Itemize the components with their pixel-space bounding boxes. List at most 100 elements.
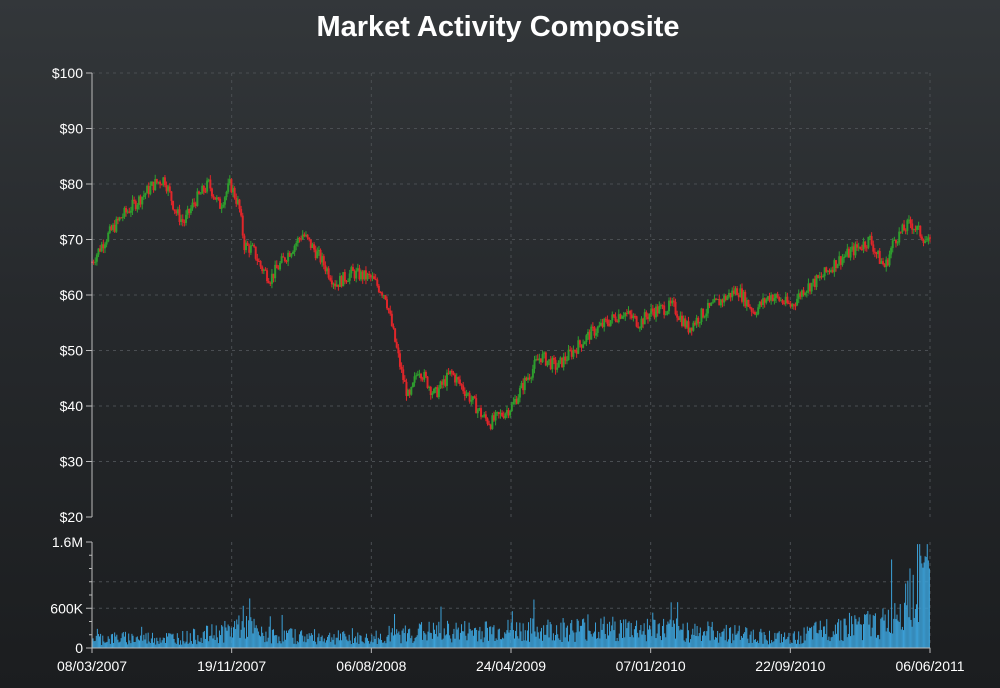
candle-up: [530, 377, 533, 379]
volume-bar: [361, 641, 363, 648]
candle-down: [181, 219, 184, 222]
volume-bar: [544, 634, 546, 648]
volume-bar: [614, 621, 616, 648]
candle-up: [355, 270, 358, 279]
volume-bar: [846, 637, 848, 648]
volume-bar: [578, 631, 580, 648]
candle-down: [152, 181, 155, 191]
volume-bar: [379, 633, 381, 648]
candle-down: [197, 191, 200, 194]
volume-bar: [398, 631, 400, 648]
candle-up: [611, 314, 614, 321]
volume-bar: [539, 631, 541, 648]
volume-bar: [928, 568, 930, 648]
volume-bar: [417, 628, 419, 648]
volume-bar: [526, 630, 528, 648]
volume-bar: [162, 637, 164, 648]
volume-bar: [569, 634, 571, 648]
volume-bar: [217, 643, 219, 648]
candle-down: [886, 259, 889, 266]
volume-bar: [759, 631, 761, 648]
volume-bar: [267, 637, 269, 648]
volume-bar: [738, 625, 740, 648]
price-tick-label: $30: [60, 454, 84, 470]
volume-bar: [503, 638, 505, 648]
volume-bar: [750, 631, 752, 648]
volume-bar: [375, 630, 377, 648]
candle-up: [565, 360, 568, 362]
volume-bar: [181, 644, 183, 648]
candle-up: [796, 298, 799, 306]
candle-down: [693, 322, 696, 325]
candle-down: [395, 341, 398, 348]
volume-bar: [97, 634, 99, 648]
candle-down: [645, 312, 648, 317]
candle-up: [664, 314, 667, 316]
volume-bar: [270, 643, 272, 648]
candle-up: [888, 254, 891, 266]
candle-down: [633, 316, 636, 318]
volume-bar: [556, 625, 558, 648]
candle-down: [708, 302, 711, 306]
candle-down: [373, 276, 376, 280]
volume-bar: [490, 626, 492, 648]
candle-down: [781, 300, 784, 304]
volume-bar: [244, 638, 246, 648]
candle-down: [787, 302, 790, 304]
date-tick-label: 06/06/2011: [895, 658, 964, 674]
volume-bar: [664, 633, 666, 648]
volume-bar: [645, 641, 647, 648]
volume-bar: [703, 631, 705, 648]
volume-bar: [799, 644, 801, 648]
volume-bar: [276, 635, 278, 648]
candle-up: [713, 298, 716, 303]
candle-up: [891, 240, 894, 249]
volume-bar: [529, 641, 531, 648]
candle-down: [275, 264, 278, 269]
candle-up: [149, 185, 152, 195]
volume-bar: [414, 638, 416, 648]
volume-bar: [839, 640, 841, 648]
candle-up: [603, 318, 606, 327]
candle-down: [847, 248, 850, 258]
volume-bar: [547, 619, 549, 648]
volume-bar: [838, 618, 840, 648]
volume-bar: [93, 641, 95, 648]
volume-bar: [893, 618, 895, 648]
candle-down: [914, 229, 917, 231]
volume-bar: [193, 628, 195, 648]
candle-up: [407, 390, 410, 396]
volume-bar: [350, 644, 352, 648]
volume-bar: [711, 621, 713, 648]
candle-up: [290, 253, 293, 257]
volume-bar: [690, 639, 692, 648]
volume-bar: [713, 639, 715, 648]
candle-up: [129, 210, 132, 213]
candle-up: [207, 179, 210, 181]
volume-bar: [489, 626, 491, 648]
candle-up: [94, 261, 97, 263]
volume-bar: [856, 624, 858, 648]
candle-up: [531, 368, 534, 378]
candle-down: [561, 357, 564, 368]
candle-down: [873, 251, 876, 253]
volume-bar: [426, 640, 428, 648]
candle-up: [316, 251, 319, 259]
date-tick-label: 08/03/2007: [57, 658, 127, 674]
candle-down: [642, 318, 645, 325]
candle-down: [480, 408, 483, 417]
candle-down: [253, 245, 256, 247]
volume-bar: [646, 618, 648, 648]
volume-bar: [236, 619, 238, 648]
volume-bar: [186, 630, 188, 648]
volume-bar: [701, 635, 703, 648]
volume-bar: [630, 622, 632, 648]
volume-bar: [430, 633, 432, 648]
volume-bar: [788, 632, 790, 648]
volume-bar: [473, 628, 475, 648]
candle-up: [348, 273, 351, 281]
candle-up: [201, 185, 204, 194]
volume-bar: [318, 633, 320, 648]
volume-bar: [921, 563, 923, 648]
volume-bar: [632, 637, 634, 648]
